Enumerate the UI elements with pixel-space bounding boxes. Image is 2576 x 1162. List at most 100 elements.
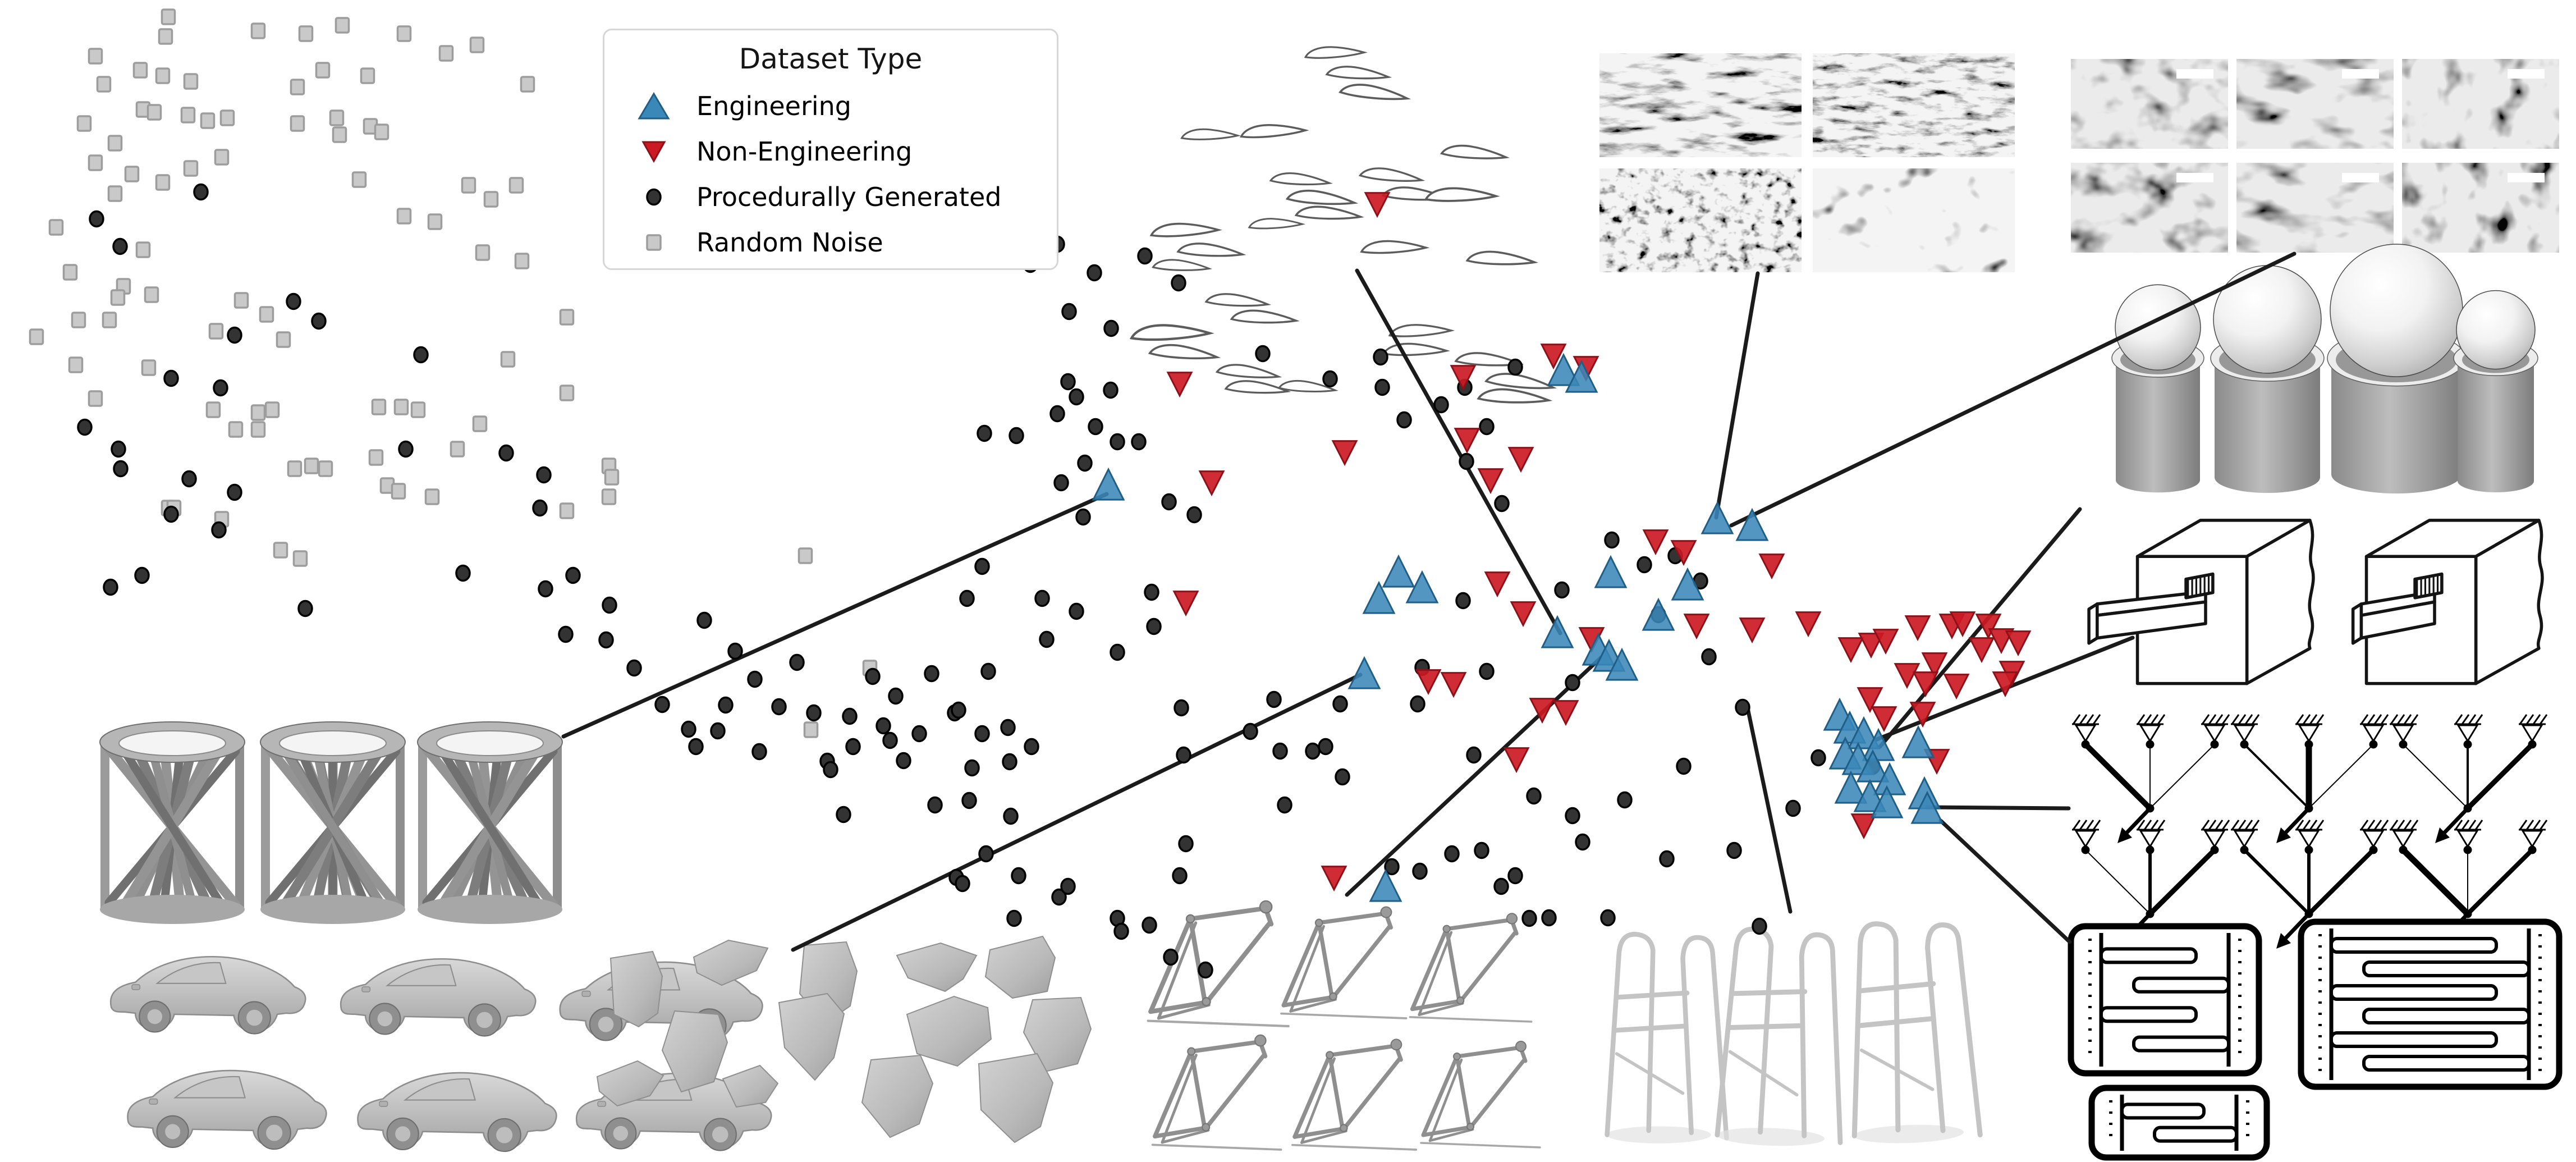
car-model [109, 956, 306, 1035]
scatter-point-circle [626, 659, 642, 677]
scatter-point-square [205, 401, 221, 418]
scatter-point-triangle-up [1605, 647, 1639, 681]
scatter-point-square [102, 312, 117, 328]
scatter-point-circle [1433, 396, 1449, 414]
scatter-point-circle [398, 440, 414, 458]
scatter-point-circle [1110, 643, 1125, 661]
truss-diagram [2072, 714, 2230, 843]
scatter-point-triangle-down [1975, 614, 2002, 640]
thumbnail-microscopy [1599, 53, 2015, 272]
scatter-point-triangle-up [1405, 570, 1439, 603]
scatter-point-square [334, 17, 350, 34]
scatter-point-circle [747, 670, 763, 688]
heat-exchanger-drawing [2068, 923, 2262, 1077]
scatter-point-triangle-down [1857, 687, 1883, 713]
scatter-point-circle [1060, 373, 1076, 391]
airfoil-outline [1360, 240, 1430, 254]
sem-grain-image [2071, 163, 2228, 253]
scatter-point-circle [876, 717, 891, 735]
scatter-point-circle [727, 642, 743, 660]
scatter-point-square [483, 191, 499, 208]
scatter-point-circle [1479, 418, 1495, 436]
scatter-point-circle [77, 418, 93, 436]
scatter-point-triangle-up [1541, 615, 1574, 648]
scatter-point-triangle-up [1847, 716, 1881, 749]
scale-bar [2508, 69, 2545, 79]
callout-line-cad-joint [1878, 507, 2082, 749]
airfoil-outline [1149, 222, 1222, 237]
airfoil-outline [1325, 66, 1392, 80]
scatter-point-circle [1163, 948, 1179, 966]
scatter-point-triangle-up [1382, 554, 1415, 588]
scatter-point-triangle-up [1642, 597, 1675, 631]
scatter-point-circle [1474, 841, 1489, 859]
scatter-point-triangle-down [1484, 571, 1511, 598]
scatter-point-circle [1061, 303, 1077, 321]
legend-item-random-noise: Random Noise [604, 219, 1057, 265]
scatter-point-circle [1053, 474, 1069, 492]
scatter-point-square [287, 460, 302, 477]
bike-frame [1291, 1039, 1418, 1151]
scatter-point-triangle-down [1670, 540, 1697, 566]
scatter-point-circle [845, 738, 861, 756]
scatter-point-circle [1243, 722, 1258, 740]
scatter-point-circle [163, 505, 179, 523]
scatter-point-triangle-down [1503, 747, 1530, 774]
scatter-point-circle [1137, 247, 1153, 265]
scatter-point-square [76, 115, 92, 132]
scatter-point-circle [532, 499, 548, 517]
truss-diagram [2390, 714, 2548, 843]
blob-shape [609, 950, 663, 1028]
bike-frame [1151, 1034, 1282, 1151]
scatter-point-circle [1060, 877, 1076, 895]
scatter-point-circle [1075, 508, 1091, 526]
scatter-point-circle [911, 725, 927, 743]
scatter-point-square [514, 253, 530, 269]
scatter-point-circle [1077, 454, 1093, 472]
callout-line-trusses [1925, 805, 2071, 811]
scatter-point-square [141, 359, 157, 376]
airfoil-outline [1204, 293, 1272, 307]
cad-joint-drawing [2087, 519, 2315, 685]
scatter-point-square [508, 177, 524, 194]
thumbnail-airfoils [1129, 46, 1557, 404]
scatter-point-square [604, 469, 620, 486]
airfoil-outline [1454, 352, 1524, 367]
scatter-point-square [797, 547, 813, 564]
scatter-point-triangle-down [1415, 669, 1442, 696]
scatter-point-triangle-down [1529, 698, 1556, 724]
scatter-point-circle [211, 521, 227, 539]
scatter-point-triangle-up [1362, 580, 1396, 614]
scatter-point-square [110, 289, 126, 306]
scatter-point-triangle-up [1856, 749, 1890, 783]
callout-line-microscopy [1714, 271, 1760, 520]
scatter-point-triangle-down [1510, 601, 1537, 628]
airfoil-outline [1148, 344, 1221, 360]
scatter-point-triangle-up [1901, 725, 1935, 758]
truss-diagram [2231, 820, 2389, 949]
scatter-point-triangle-up [1347, 656, 1381, 689]
scatter-point-triangle-down [1440, 672, 1467, 698]
scatter-point-square [124, 166, 140, 182]
scatter-point-triangle-up [1092, 467, 1125, 501]
bike-frame [1420, 1041, 1541, 1149]
scatter-point-triangle-up [1700, 501, 1734, 534]
scatter-point-circle [924, 665, 939, 683]
scatter-point-circle [974, 725, 990, 743]
scatter-point-circle [1565, 674, 1580, 692]
scatter-point-circle [951, 701, 966, 719]
scatter-point-circle [193, 183, 209, 201]
scatter-point-circle [558, 625, 574, 643]
scatter-point-circle [865, 667, 881, 685]
airfoil-outline [1304, 46, 1368, 59]
scatter-point-triangle-down [1683, 614, 1710, 640]
scatter-point-triangle-up [1565, 359, 1598, 393]
scale-bar [2176, 69, 2213, 79]
scatter-point-square [410, 401, 426, 418]
scatter-point-circle [1087, 264, 1102, 282]
blob-shape [896, 942, 978, 992]
scatter-point-circle [1176, 746, 1191, 764]
scatter-point-circle [688, 738, 704, 756]
scatter-point-circle [1131, 433, 1147, 451]
scatter-point-triangle-up [1594, 555, 1628, 588]
